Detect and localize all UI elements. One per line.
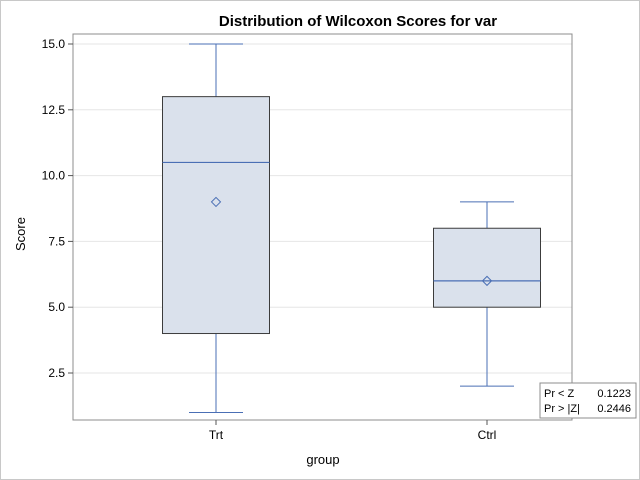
box-trt — [162, 43, 270, 413]
inset-row-2-label: Pr > |Z| — [544, 403, 580, 415]
x-axis-label: group — [306, 452, 339, 467]
y-tick-label: 5.0 — [48, 300, 65, 314]
gridlines — [73, 43, 572, 374]
box-series — [162, 43, 541, 413]
y-axis-label: Score — [13, 217, 28, 251]
x-tick-label: Ctrl — [478, 428, 497, 442]
x-tick-label: Trt — [209, 428, 224, 442]
iqr-box — [162, 96, 270, 335]
inset-row-2-value: 0.2446 — [597, 403, 631, 415]
iqr-box — [433, 227, 541, 308]
plot-area-frame — [72, 33, 573, 421]
mean-marker — [210, 196, 222, 208]
inset-row-1-value: 0.1223 — [597, 388, 631, 400]
y-tick-label: 12.5 — [42, 103, 66, 117]
box-ctrl — [433, 201, 541, 387]
y-tick-label: 10.0 — [42, 169, 66, 183]
y-tick-label: 7.5 — [48, 234, 65, 248]
mean-marker — [481, 275, 493, 287]
y-tick-label: 15.0 — [42, 37, 66, 51]
y-axis-ticks: 2.5 5.0 7.5 10.0 12.5 15.0 — [42, 37, 73, 380]
p-value-inset: Pr < Z 0.1223 Pr > |Z| 0.2446 — [539, 382, 637, 419]
chart-title: Distribution of Wilcoxon Scores for var — [219, 13, 497, 30]
y-tick-label: 2.5 — [48, 366, 65, 380]
inset-row-1-label: Pr < Z — [544, 388, 575, 400]
inset-border — [539, 382, 637, 419]
x-axis-ticks: Trt Ctrl — [209, 420, 496, 442]
